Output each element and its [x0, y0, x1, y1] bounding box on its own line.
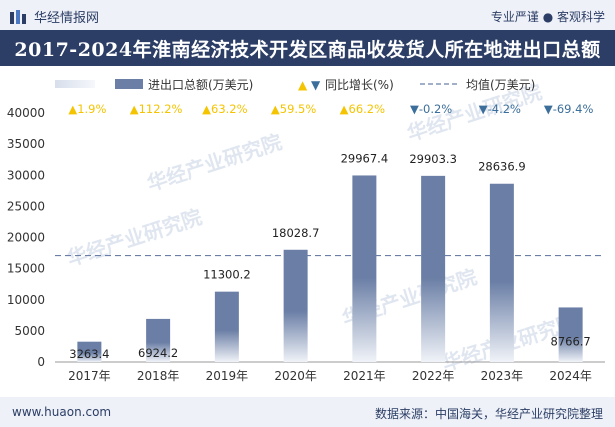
growth-up-marker: ▲112.2%	[130, 102, 183, 116]
data-label: 6924.2	[138, 346, 178, 360]
data-label: 3263.4	[69, 347, 109, 361]
data-label: 11300.2	[203, 268, 251, 282]
footer-bar: www.huaon.com 数据来源：中国海关，华经产业研究院整理	[0, 397, 615, 427]
footer-site: www.huaon.com	[12, 405, 112, 419]
legend-down-marker: ▼	[311, 78, 321, 92]
growth-up-marker: ▲1.9%	[68, 102, 106, 116]
growth-up-marker: ▲66.2%	[340, 102, 385, 116]
y-tick-label: 35000	[7, 137, 45, 151]
data-label: 29903.3	[409, 152, 457, 166]
y-tick-label: 15000	[7, 262, 45, 276]
bar	[146, 318, 171, 362]
growth-up-marker: ▲59.5%	[271, 102, 316, 116]
growth-down-marker: ▼-0.2%	[410, 102, 452, 116]
legend-swatch-bar	[115, 79, 143, 89]
brand: 华经情报网	[10, 7, 99, 26]
data-label: 18028.7	[272, 226, 320, 240]
watermark-text: 华经产业研究院	[64, 205, 205, 271]
brand-logo-icon	[10, 9, 26, 24]
x-tick-label: 2024年	[549, 369, 592, 383]
x-tick-label: 2022年	[412, 369, 455, 383]
x-tick-label: 2021年	[343, 369, 386, 383]
bar	[77, 341, 102, 362]
x-tick-label: 2019年	[206, 369, 249, 383]
header-tags: 专业严谨 ● 客观科学	[490, 10, 605, 24]
y-tick-label: 40000	[7, 106, 45, 120]
y-tick-label: 5000	[14, 324, 45, 338]
legend-label-growth: 同比增长(%)	[325, 78, 394, 92]
y-tick-label: 20000	[7, 231, 45, 245]
y-tick-label: 25000	[7, 199, 45, 213]
growth-up-marker: ▲63.2%	[202, 102, 247, 116]
data-label: 8766.7	[551, 334, 591, 348]
chart: 华经产业研究院华经产业研究院华经产业研究院华经产业研究院华经产业研究院进出口总额…	[7, 77, 605, 383]
brand-name: 华经情报网	[34, 11, 100, 26]
x-tick-label: 2023年	[481, 369, 524, 383]
legend-swatch-gradient	[55, 80, 95, 88]
footer-source: 数据来源：中国海关，华经产业研究院整理	[374, 407, 603, 421]
watermark-text: 华经产业研究院	[144, 130, 285, 196]
legend-label-average: 均值(万美元)	[466, 77, 535, 92]
y-tick-label: 0	[37, 355, 45, 369]
y-tick-label: 10000	[7, 293, 45, 307]
bar	[283, 249, 308, 362]
y-tick-label: 30000	[7, 168, 45, 182]
bar	[558, 307, 583, 362]
data-label: 29967.4	[341, 151, 389, 165]
x-tick-label: 2020年	[274, 369, 317, 383]
page-title: 2017-2024年淮南经济技术开发区商品收发货人所在地进出口总额	[0, 30, 615, 66]
bar	[214, 291, 239, 362]
growth-down-marker: ▼-4.2%	[479, 102, 521, 116]
bar	[421, 175, 446, 362]
legend-label-bar: 进出口总额(万美元)	[148, 78, 253, 92]
legend-up-marker: ▲	[298, 78, 308, 92]
growth-down-marker: ▼-69.4%	[544, 102, 594, 116]
x-tick-label: 2018年	[137, 369, 180, 383]
bar	[352, 175, 377, 362]
data-label: 28636.9	[478, 160, 526, 174]
x-tick-label: 2017年	[68, 369, 111, 383]
top-bar: 华经情报网 专业严谨 ● 客观科学	[0, 0, 615, 30]
bar	[489, 183, 514, 362]
